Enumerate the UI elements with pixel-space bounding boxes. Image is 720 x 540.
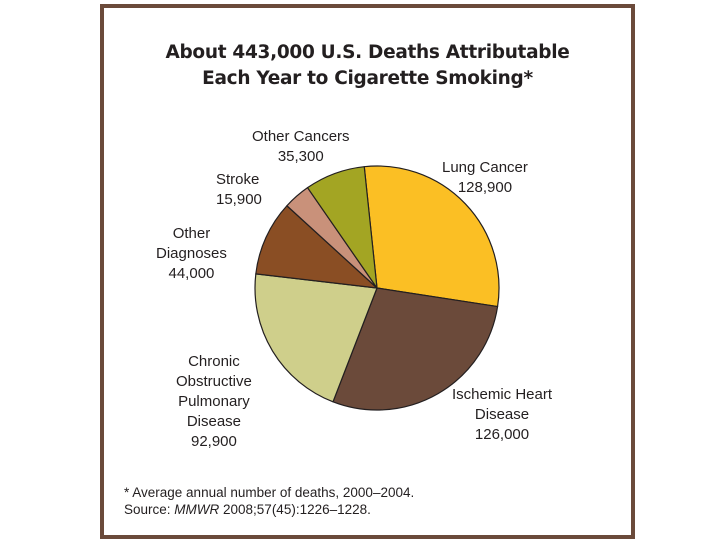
label-ischemic: Ischemic Heart Disease 126,000 [452,385,552,445]
footnote-text: * Average annual number of deaths, 2000–… [124,485,415,500]
label-other-cancers: Other Cancers 35,300 [252,127,350,167]
label-lung-cancer-value: 128,900 [457,179,513,196]
source-line: Source: MMWR 2008;57(45):1226–1228. [124,501,414,518]
pie-slice-other-diagnoses [255,205,378,289]
pie-slice-lung-cancer [363,165,500,308]
label-other-diagnoses-line-1: Other [172,225,211,242]
label-copd-line-2: Obstructive [176,373,252,390]
pie-slice-other-cancers [306,166,378,289]
label-other-diagnoses: Other Diagnoses 44,000 [156,224,227,284]
label-copd-line-1: Chronic [188,353,240,370]
label-lung-cancer: Lung Cancer 128,900 [442,158,528,198]
label-copd-line-3: Pulmonary [178,393,250,410]
source-journal: MMWR [174,502,220,517]
label-copd: Chronic Obstructive Pulmonary Disease 92… [176,352,252,452]
chart-frame: About 443,000 U.S. Deaths Attributable E… [100,4,635,539]
label-ischemic-line-2: Disease [474,406,530,423]
label-other-diagnoses-value: 44,000 [168,265,215,282]
pie-slice-ischemic-heart-disease [332,287,499,411]
chart-title: About 443,000 U.S. Deaths Attributable E… [104,40,631,92]
label-ischemic-line-1: Ischemic Heart [452,386,553,403]
source-citation: 2008;57(45):1226–1228. [219,502,371,517]
label-copd-value: 92,900 [190,433,237,450]
label-stroke: Stroke 15,900 [216,170,262,210]
label-ischemic-value: 126,000 [474,426,530,443]
label-other-cancers-name: Other Cancers [252,128,350,145]
footnote: * Average annual number of deaths, 2000–… [124,484,414,518]
label-copd-line-4: Disease [186,413,242,430]
title-line-2: Each Year to Cigarette Smoking* [202,68,533,89]
pie-chart [254,165,500,411]
title-line-1: About 443,000 U.S. Deaths Attributable [165,42,570,63]
label-lung-cancer-name: Lung Cancer [442,159,528,176]
label-stroke-name: Stroke [216,171,260,188]
pie-slice-copd [254,273,378,403]
label-stroke-value: 15,900 [216,191,262,208]
label-other-diagnoses-line-2: Diagnoses [156,245,227,262]
label-other-cancers-value: 35,300 [277,148,324,165]
source-prefix: Source: [124,502,175,517]
